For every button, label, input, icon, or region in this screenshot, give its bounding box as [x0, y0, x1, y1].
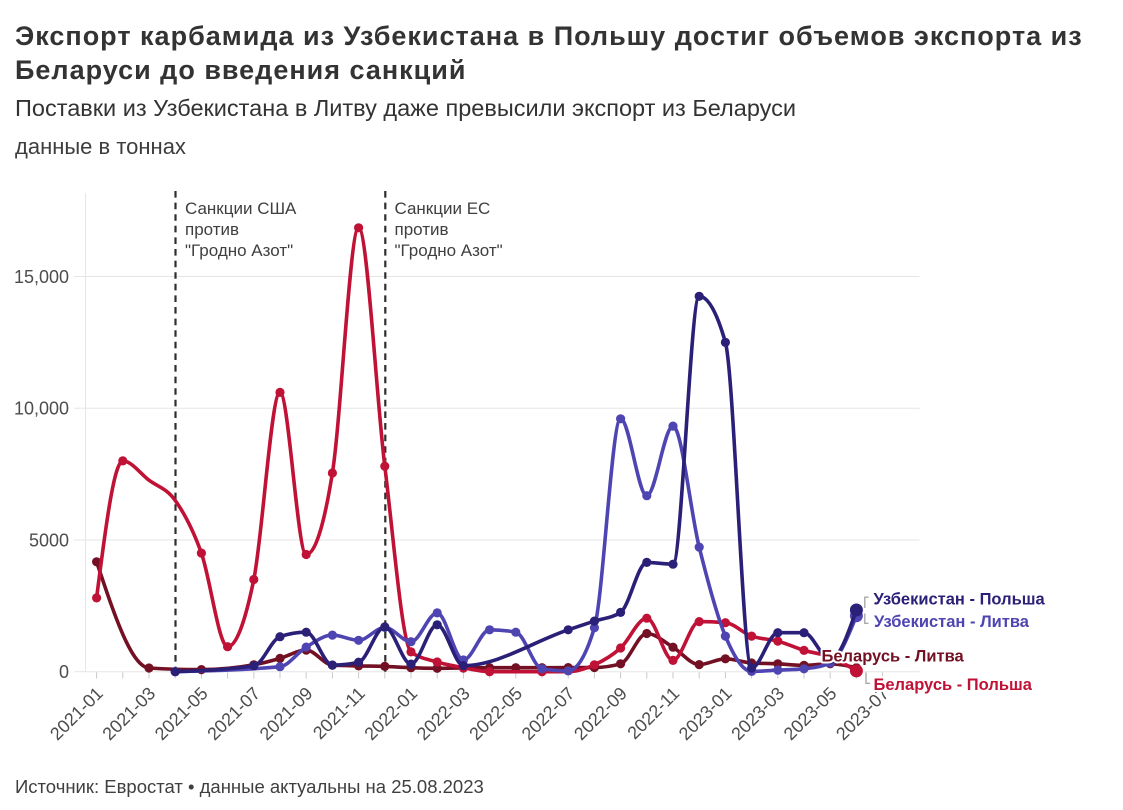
svg-text:Узбекистан - Литва: Узбекистан - Литва [874, 613, 1030, 631]
svg-text:2022-09: 2022-09 [570, 683, 631, 744]
svg-text:10,000: 10,000 [14, 399, 69, 419]
svg-text:2021-09: 2021-09 [256, 683, 317, 744]
svg-text:5000: 5000 [29, 530, 69, 550]
svg-text:0: 0 [59, 662, 69, 682]
svg-text:2021-11: 2021-11 [309, 683, 369, 743]
svg-text:Санкции США: Санкции США [185, 199, 297, 218]
svg-text:2022-11: 2022-11 [623, 683, 683, 743]
svg-text:против: против [395, 220, 449, 239]
svg-text:Санкции ЕС: Санкции ЕС [395, 199, 491, 218]
svg-text:2022-03: 2022-03 [413, 683, 474, 744]
svg-text:2021-03: 2021-03 [98, 683, 159, 744]
svg-text:2021-05: 2021-05 [151, 683, 212, 744]
svg-text:2023-05: 2023-05 [780, 683, 841, 744]
svg-text:2022-07: 2022-07 [518, 683, 579, 744]
svg-text:"Гродно Азот": "Гродно Азот" [395, 241, 503, 260]
svg-text:2022-05: 2022-05 [465, 683, 526, 744]
svg-text:15,000: 15,000 [14, 267, 69, 287]
svg-text:2021-07: 2021-07 [203, 683, 264, 744]
svg-text:Беларусь - Литва: Беларусь - Литва [822, 647, 965, 665]
svg-text:"Гродно Азот": "Гродно Азот" [185, 241, 293, 260]
svg-text:Беларусь - Польша: Беларусь - Польша [874, 676, 1033, 694]
svg-text:против: против [185, 220, 239, 239]
svg-text:2023-03: 2023-03 [727, 683, 788, 744]
svg-text:2021-01: 2021-01 [46, 683, 107, 744]
svg-text:2022-01: 2022-01 [360, 683, 421, 744]
svg-text:Узбекистан - Польша: Узбекистан - Польша [874, 591, 1046, 609]
svg-text:2023-01: 2023-01 [675, 683, 736, 744]
